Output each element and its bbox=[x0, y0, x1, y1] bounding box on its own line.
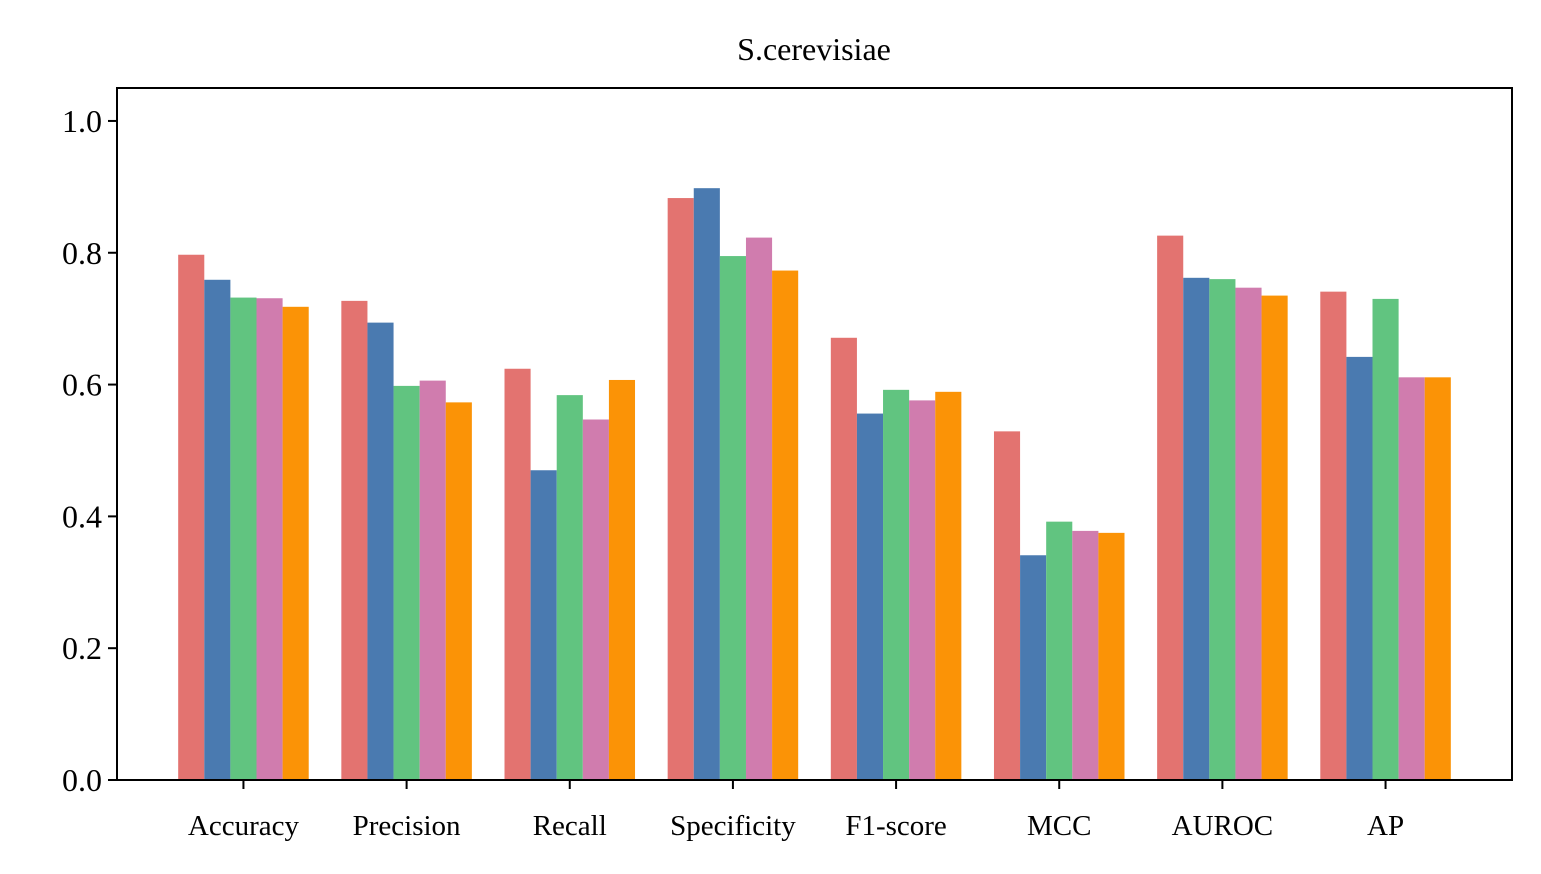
bar-ap-series-1 bbox=[1320, 291, 1347, 780]
bar-accuracy-series-4 bbox=[256, 298, 283, 780]
bar-mcc-series-1 bbox=[993, 431, 1021, 780]
bar-specificity-series-3 bbox=[719, 256, 746, 780]
y-tick-label: 0.0 bbox=[62, 762, 102, 798]
bar-precision-series-5 bbox=[445, 402, 472, 780]
bar-recall-series-1 bbox=[504, 368, 531, 780]
bar-f1-score-series-2 bbox=[856, 413, 884, 780]
x-tick-label: AP bbox=[1367, 810, 1404, 842]
bar-accuracy-series-1 bbox=[178, 254, 205, 781]
bar-auroc-series-1 bbox=[1157, 235, 1184, 780]
bar-f1-score-series-5 bbox=[935, 391, 962, 780]
y-tick-label: 0.4 bbox=[62, 498, 102, 534]
bar-f1-score-series-4 bbox=[909, 400, 936, 780]
chart-title: S.cerevisiae bbox=[737, 31, 891, 67]
bar-auroc-series-4 bbox=[1235, 287, 1262, 780]
bars-group bbox=[178, 188, 1451, 781]
bar-auroc-series-5 bbox=[1261, 295, 1288, 780]
bar-recall-series-5 bbox=[608, 379, 636, 780]
y-tick-label: 1.0 bbox=[62, 103, 102, 139]
bar-mcc-series-5 bbox=[1098, 532, 1125, 780]
bar-mcc-series-2 bbox=[1020, 555, 1047, 780]
y-tick-label: 0.6 bbox=[62, 367, 102, 403]
y-tick-label: 0.8 bbox=[62, 235, 102, 271]
y-tick-label: 0.2 bbox=[62, 630, 102, 666]
bar-auroc-series-3 bbox=[1209, 279, 1236, 780]
bar-specificity-series-4 bbox=[745, 237, 773, 781]
bar-mcc-series-3 bbox=[1046, 521, 1073, 780]
x-tick-label: Precision bbox=[353, 810, 461, 842]
x-tick-label: Recall bbox=[533, 810, 607, 842]
x-tick-label: F1-score bbox=[845, 810, 946, 842]
bar-recall-series-3 bbox=[556, 395, 583, 780]
bar-precision-series-3 bbox=[393, 385, 420, 780]
bar-specificity-series-5 bbox=[772, 270, 799, 780]
x-tick-label: Specificity bbox=[670, 810, 796, 842]
bar-ap-series-5 bbox=[1424, 377, 1451, 780]
bar-mcc-series-4 bbox=[1072, 530, 1099, 780]
x-tick-label: Accuracy bbox=[188, 810, 300, 842]
y-axis: 0.0 0.2 0.4 0.6 0.8 1.0 bbox=[62, 103, 117, 798]
bar-precision-series-1 bbox=[341, 300, 368, 780]
bar-specificity-series-2 bbox=[693, 188, 720, 780]
bar-accuracy-series-3 bbox=[230, 297, 257, 780]
bar-ap-series-4 bbox=[1398, 377, 1425, 780]
bar-specificity-series-1 bbox=[667, 198, 694, 780]
bar-f1-score-series-1 bbox=[830, 337, 857, 780]
bar-accuracy-series-2 bbox=[204, 279, 231, 780]
x-axis: Accuracy Precision Recall Specificity F1-sco… bbox=[188, 780, 1404, 842]
bar-recall-series-4 bbox=[582, 419, 609, 780]
x-tick-label: AUROC bbox=[1172, 810, 1274, 842]
bar-f1-score-series-3 bbox=[883, 389, 910, 780]
bar-auroc-series-2 bbox=[1183, 277, 1210, 780]
plot-frame bbox=[116, 87, 1513, 781]
x-tick-label: MCC bbox=[1027, 810, 1091, 842]
bar-precision-series-4 bbox=[419, 380, 446, 780]
bar-accuracy-series-5 bbox=[282, 306, 309, 780]
bar-recall-series-2 bbox=[530, 470, 557, 780]
bar-precision-series-2 bbox=[367, 322, 394, 780]
bar-ap-series-2 bbox=[1346, 356, 1373, 780]
bar-ap-series-3 bbox=[1372, 298, 1399, 780]
